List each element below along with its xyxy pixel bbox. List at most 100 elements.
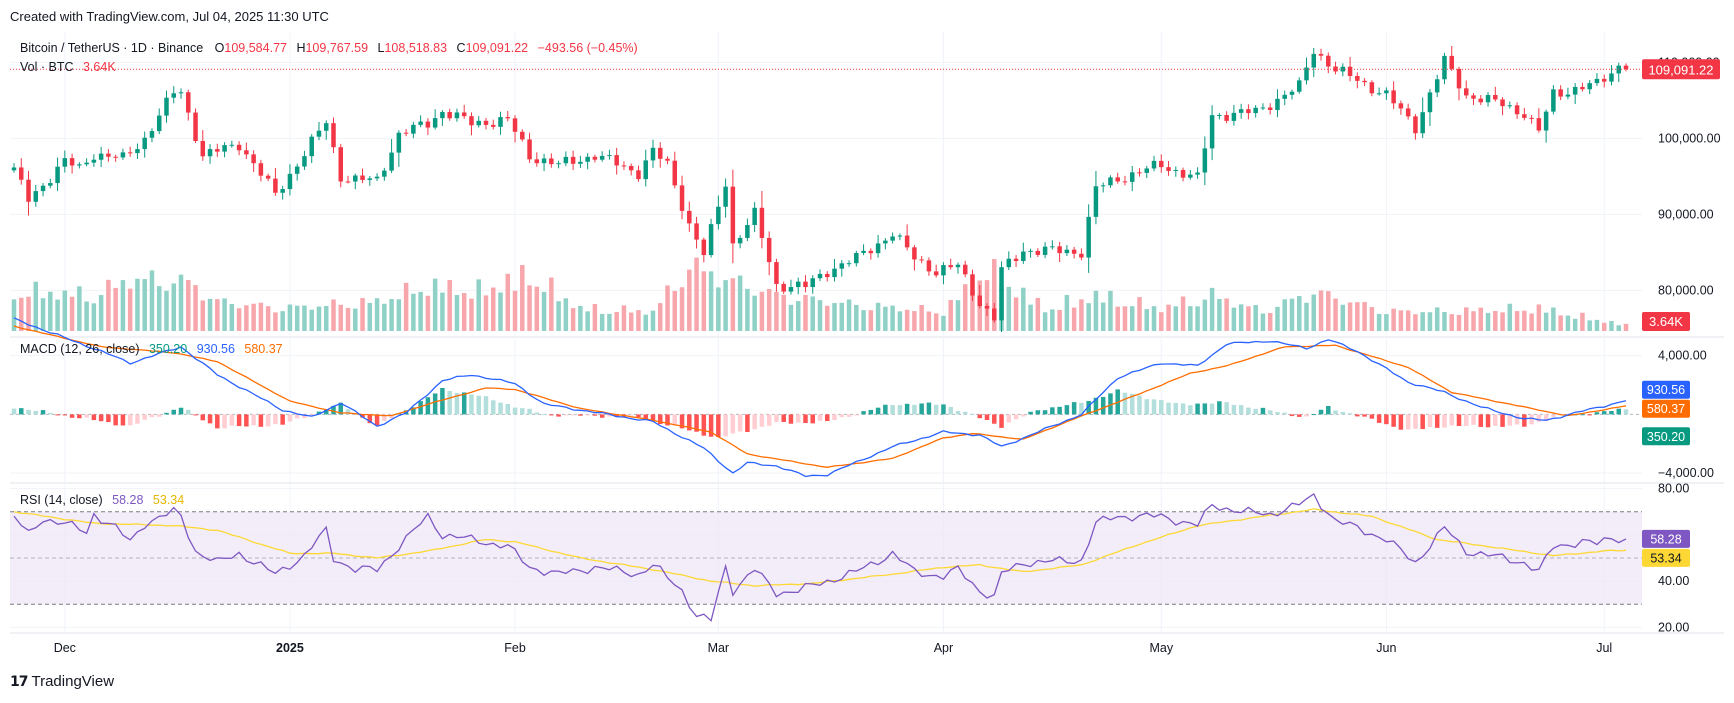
volume-bar: [1558, 315, 1563, 331]
volume-bar: [1180, 296, 1186, 331]
volume-bar: [527, 285, 532, 331]
volume-bar: [890, 305, 895, 331]
candle-body: [854, 253, 859, 264]
candle-body: [948, 265, 953, 268]
candle-body: [1580, 86, 1585, 90]
macd-histogram-bar: [999, 414, 1004, 428]
volume-bar: [1427, 312, 1433, 331]
volume-bar: [62, 290, 68, 331]
macd-histogram-bar: [941, 404, 946, 415]
candle-body: [98, 153, 104, 160]
candle-body: [1384, 90, 1389, 94]
macd-histogram-bar: [803, 414, 808, 423]
time-axis[interactable]: Dec 2025 Feb Mar Apr May Jun Jul: [54, 641, 1612, 655]
macd-histogram-bar: [1514, 414, 1520, 425]
volume-bar: [323, 305, 329, 331]
volume-bar: [164, 290, 169, 331]
candle-body: [1028, 250, 1033, 252]
macd-histogram-bar: [1427, 414, 1433, 428]
candle-body: [1623, 65, 1629, 70]
candle-body: [897, 235, 903, 237]
macd-histogram-bar: [970, 413, 975, 415]
candle-body: [839, 263, 845, 269]
tradingview-branding[interactable]: 𝟭𝟳 TradingView: [10, 673, 114, 690]
candle-body: [273, 178, 278, 193]
volume-bar: [1304, 302, 1309, 331]
volume-bar: [1464, 307, 1469, 331]
candle-body: [1304, 67, 1309, 81]
macd-histogram-bar: [135, 414, 140, 424]
volume-bar: [302, 305, 307, 331]
volume-bar: [1021, 287, 1026, 331]
candle-body: [1471, 95, 1476, 99]
volume-bar: [919, 304, 924, 331]
volume-bar: [1514, 311, 1520, 331]
macd-histogram-bar: [345, 409, 351, 415]
candle-body: [730, 186, 736, 244]
macd-histogram-bar: [875, 407, 881, 415]
macd-histogram-bar: [614, 414, 619, 417]
volume-bar: [1623, 323, 1629, 331]
volume-bar: [737, 275, 743, 331]
volume-bar: [658, 303, 663, 331]
macd-histogram-bar: [854, 414, 859, 416]
macd-histogram-bar: [883, 404, 888, 415]
macd-histogram-bar: [1536, 414, 1542, 422]
volume-bar: [759, 291, 765, 331]
candle-body: [469, 116, 474, 126]
candle-body: [490, 124, 496, 127]
candle-body: [33, 191, 39, 202]
volume-bar: [1224, 298, 1229, 331]
rsi-legend: RSI (14, close) 58.28 53.34: [20, 493, 184, 507]
macd-histogram-bar: [432, 393, 438, 415]
volume-bar: [752, 295, 757, 331]
candle-body: [77, 164, 82, 166]
volume-bar: [825, 305, 830, 331]
macd-histogram-bar: [817, 414, 823, 421]
candle-body: [534, 159, 540, 164]
volume-bar: [91, 303, 97, 331]
last-price-tag: 109,091.22: [1642, 59, 1720, 80]
volume-bar: [549, 277, 554, 331]
macd-histogram-bar: [1180, 403, 1186, 415]
macd-histogram-bar: [1616, 408, 1621, 415]
volume-bar: [19, 297, 24, 331]
macd-histogram-bar: [91, 414, 97, 421]
volume-bar: [411, 293, 416, 331]
volume-bar: [236, 308, 242, 331]
candle-body: [403, 132, 409, 134]
candle-body: [578, 161, 583, 164]
volume-bar: [1159, 312, 1164, 331]
candle-body: [607, 155, 612, 157]
macd-histogram-bar: [825, 414, 830, 422]
volume-bar: [679, 287, 685, 331]
candle-body: [723, 186, 728, 207]
volume-bar: [708, 271, 714, 331]
histogram-tag-label: 350.20: [1647, 430, 1685, 444]
volume-bar: [258, 302, 264, 331]
volume-bar: [512, 290, 518, 331]
candle-body: [215, 149, 220, 152]
macd-histogram-bar: [1093, 397, 1099, 415]
candle-body: [1289, 91, 1295, 95]
macd-histogram-bar: [716, 414, 721, 438]
macd-axis[interactable]: −4,000.00 4,000.00: [1658, 349, 1714, 481]
macd-histogram-bar: [672, 414, 678, 426]
candle-body: [933, 271, 939, 276]
candle-body: [1275, 98, 1280, 110]
volume-bar: [316, 306, 322, 331]
candle-body: [425, 121, 431, 128]
macd-histogram-bar: [549, 414, 554, 416]
volume-bar: [1398, 310, 1404, 331]
candle-body: [302, 156, 307, 167]
volume-bar: [273, 312, 278, 331]
candle-body: [745, 225, 750, 238]
candle-body: [1500, 99, 1505, 107]
macd-histogram-bar: [1442, 414, 1447, 428]
macd-histogram-bar: [1485, 414, 1491, 428]
volume-bar: [868, 310, 874, 331]
candle-body: [512, 118, 518, 132]
candle-body: [556, 163, 561, 165]
volume-bar: [1013, 297, 1019, 331]
